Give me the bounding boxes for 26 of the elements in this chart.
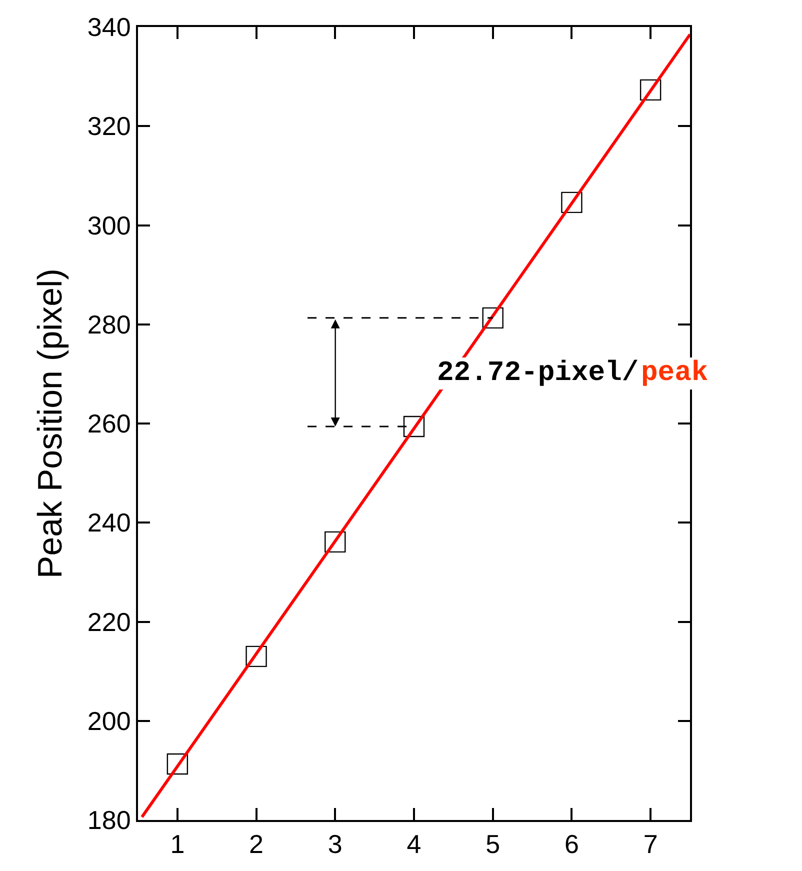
y-tick-label: 240 [87,508,131,538]
y-tick-label: 300 [87,210,131,240]
point [403,416,425,438]
y-axis-title: Peak Position (pixel) [32,268,70,578]
y-tick-label: 340 [87,12,131,42]
y-tick-label: 180 [87,805,131,836]
x-tick-label: 4 [406,829,422,860]
point [324,531,346,553]
x-tick-label: 7 [643,829,658,860]
point [482,307,504,329]
x-tick-label: 5 [486,829,500,860]
y-tick-label: 320 [87,111,131,142]
y-tick-label: 220 [87,606,131,637]
x-tick-label: 3 [328,829,342,860]
y-tick-label: 280 [87,309,131,340]
x-tick-label: 6 [564,829,579,860]
point [640,79,662,101]
point [166,753,188,775]
point [246,646,267,668]
point [561,192,582,214]
annotation: 22.72-pixel/ [437,358,639,389]
x-tick-label: 1 [170,829,185,860]
x-tick-label: 2 [249,829,264,860]
annotation: peak [641,358,708,389]
y-tick-label: 200 [87,706,131,736]
y-tick-label: 260 [87,408,131,439]
